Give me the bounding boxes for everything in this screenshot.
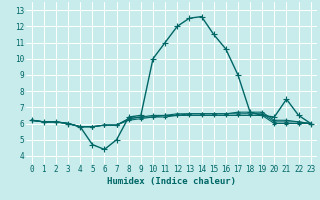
X-axis label: Humidex (Indice chaleur): Humidex (Indice chaleur) [107, 177, 236, 186]
